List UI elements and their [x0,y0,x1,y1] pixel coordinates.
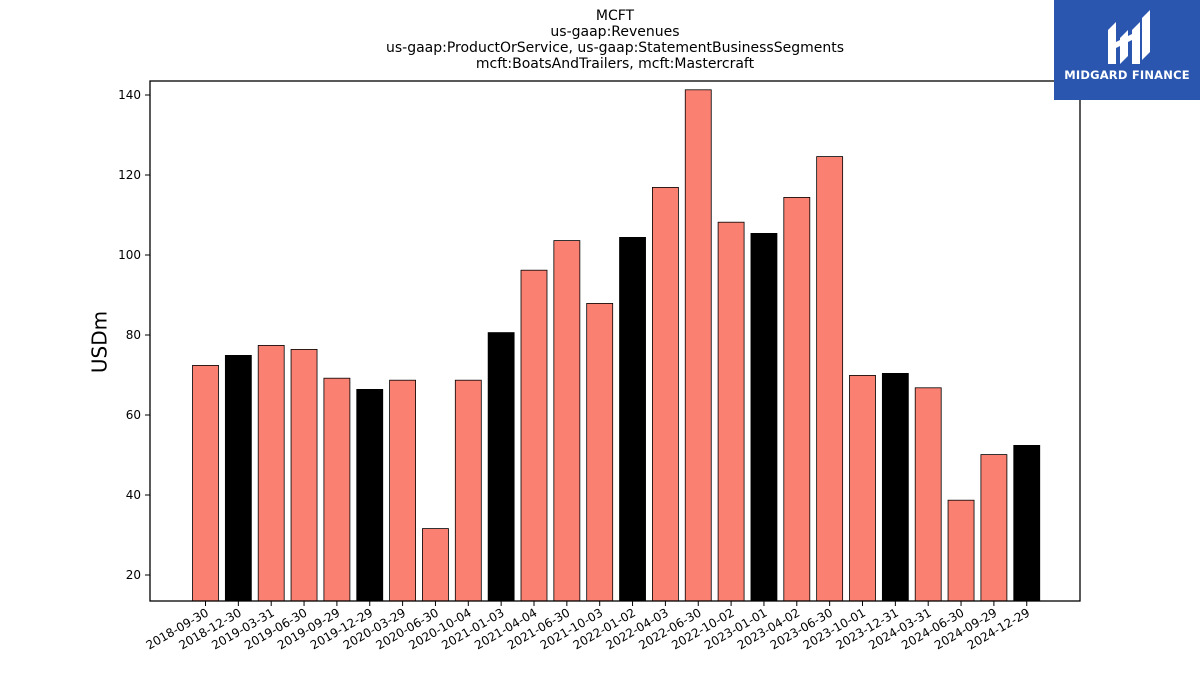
y-axis-label: USDm [88,311,112,373]
bar-2020-03-29 [389,379,417,602]
y-tick-label: 120 [118,168,141,182]
chart-title-line: us-gaap:ProductOrService, us-gaap:Statem… [386,40,844,56]
bar-2024-03-31 [914,387,942,602]
bar-2023-01-01 [750,232,778,602]
chart-title-block: MCFTus-gaap:Revenuesus-gaap:ProductOrSer… [386,8,844,72]
y-tick-label: 40 [126,488,141,502]
bar-2022-01-02 [619,236,646,602]
bar-2021-04-04 [520,269,548,602]
bar-2019-06-30 [290,348,318,602]
plot-frame [149,80,1081,602]
chart-title-line: MCFT [596,8,635,24]
bar-2023-10-01 [849,374,876,602]
bar-2020-06-30 [422,528,449,602]
midgard-finance-logo: MIDGARD FINANCE [1054,0,1200,100]
y-tick-label: 60 [126,408,141,422]
chart-title-line: us-gaap:Revenues [550,24,679,40]
y-axis: 20 40 60 80 100 120 140 [118,88,150,582]
y-tick-label: 20 [126,568,141,582]
logo-text: MIDGARD FINANCE [1064,68,1190,82]
bar-2019-03-31 [257,344,285,602]
bars-group [192,89,1041,602]
bar-2023-04-02 [783,196,811,602]
bar-2022-06-30 [684,89,712,602]
bar-2020-10-04 [454,379,482,602]
bar-2018-09-30 [192,364,219,602]
y-tick-label: 100 [118,248,141,262]
bar-2022-04-03 [652,186,679,602]
bar-2024-12-29 [1013,444,1041,602]
bar-2019-09-29 [323,377,351,602]
x-axis: 2018-09-302018-12-302019-03-312019-06-30… [144,601,1032,652]
bar-2021-01-03 [487,332,515,602]
y-tick-label: 80 [126,328,141,342]
bar-2024-06-30 [947,499,975,602]
bar-2023-06-30 [816,156,844,602]
bar-2021-06-30 [553,240,581,602]
logo-mark-icon [1108,10,1150,64]
bar-2021-10-03 [586,302,614,602]
bar-2023-12-31 [881,372,909,602]
bar-2018-12-30 [224,354,252,602]
bar-2022-10-02 [717,221,745,602]
y-tick-label: 140 [118,88,141,102]
chart-title-line: mcft:BoatsAndTrailers, mcft:Mastercraft [476,56,755,72]
bar-2024-09-29 [980,454,1008,602]
bar-2019-12-29 [356,388,384,602]
